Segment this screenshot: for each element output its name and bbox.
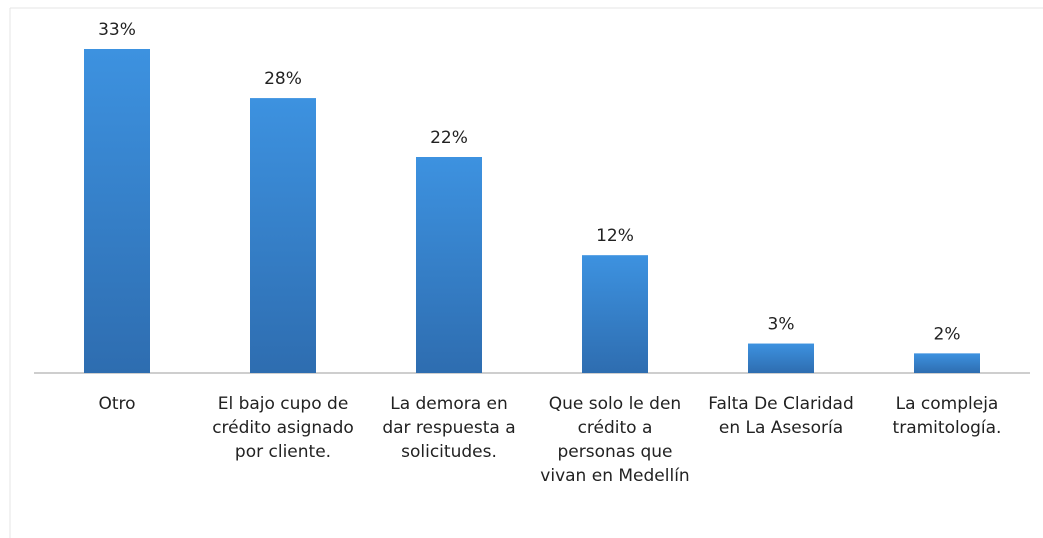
value-label: 3% xyxy=(768,315,795,335)
bar xyxy=(748,343,814,373)
bar xyxy=(582,255,648,373)
x-tick-label: La compleja tramitología. xyxy=(892,394,1002,438)
x-tick-label: Falta De Claridad en La Asesoría xyxy=(708,394,854,438)
value-label: 12% xyxy=(596,226,634,246)
value-label: 2% xyxy=(934,324,961,344)
x-tick-label: La demora en dar respuesta a solicitudes… xyxy=(382,394,516,462)
x-tick-label: Que solo le den crédito a personas que v… xyxy=(540,394,690,486)
x-tick-label: Otro xyxy=(98,394,136,414)
x-tick-label: El bajo cupo de crédito asignado por cli… xyxy=(212,394,354,462)
bar xyxy=(416,157,482,373)
value-label: 22% xyxy=(430,128,468,148)
bar xyxy=(250,98,316,373)
value-label: 33% xyxy=(98,20,136,40)
bar xyxy=(84,49,150,373)
bar xyxy=(914,353,980,373)
value-label: 28% xyxy=(264,69,302,89)
